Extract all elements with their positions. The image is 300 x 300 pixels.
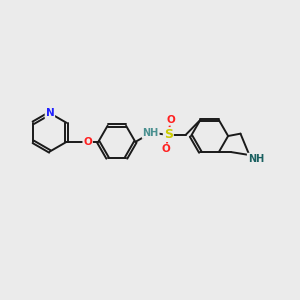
Text: N: N [46, 108, 54, 118]
Text: NH: NH [142, 128, 159, 138]
Text: O: O [162, 144, 170, 154]
Text: S: S [164, 128, 173, 141]
Text: O: O [166, 115, 175, 125]
Text: NH: NH [248, 154, 264, 164]
Text: O: O [83, 137, 92, 147]
